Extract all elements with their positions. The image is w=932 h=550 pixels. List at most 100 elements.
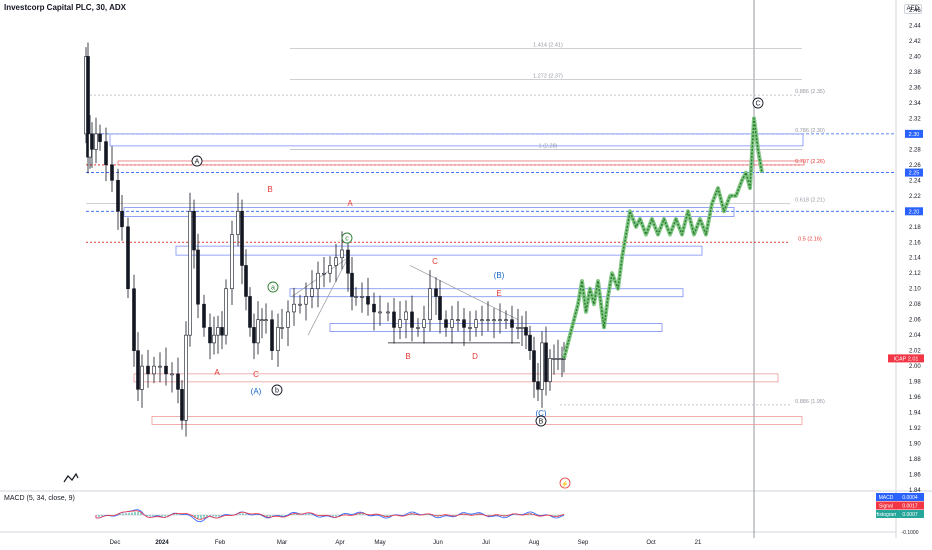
candle-body <box>354 296 358 298</box>
y-tick-label: 2.38 <box>909 70 921 76</box>
y-tick-label: 1.98 <box>909 380 921 386</box>
candle-body <box>548 358 552 382</box>
candle-body <box>378 311 382 314</box>
wave-label: b <box>275 388 279 395</box>
macd-badge-label-bg <box>876 510 896 518</box>
last-price-badge <box>888 354 924 363</box>
candle-body <box>116 180 120 212</box>
y-tick-label: 2.00 <box>909 364 921 370</box>
candle-body <box>208 327 212 344</box>
candle-body <box>136 350 140 390</box>
candle-body <box>468 327 472 329</box>
x-tick-label: Dec <box>110 540 121 546</box>
candle-body <box>264 319 268 321</box>
candle-body <box>410 311 414 328</box>
macd-badge-value: 0.0007 <box>902 512 918 518</box>
zone-rect <box>329 323 663 332</box>
y-tick-label: 1.84 <box>909 488 921 494</box>
logo-icon <box>63 472 79 483</box>
y-tick-label: 2.36 <box>909 85 921 91</box>
y-tick-label: 1.92 <box>909 426 921 432</box>
fib-level-label: 1.272 (2.37) <box>533 74 563 80</box>
macd-badge-value: 0.0004 <box>902 495 918 501</box>
y-tick-label: 2.12 <box>909 271 921 277</box>
candle-body <box>132 288 136 351</box>
fib-level-label: 0.5 (2.16) <box>798 236 822 242</box>
y-tick-label: 2.24 <box>909 178 921 184</box>
y-tick-label: 2.26 <box>909 163 921 169</box>
fib-level-label: 0.886 (2.35) <box>795 89 825 95</box>
wave-label: B <box>539 419 544 426</box>
candle-body <box>510 319 514 328</box>
price-level-badge <box>905 168 923 177</box>
zone-rect <box>289 288 684 298</box>
wave-label: C <box>755 101 760 108</box>
candle-body <box>292 303 296 313</box>
macd-badge-value-bg <box>896 510 924 518</box>
price-level-badge <box>905 129 923 138</box>
candle-body <box>170 373 174 376</box>
candle-body <box>192 210 196 251</box>
candle-body <box>286 311 290 328</box>
candle-body <box>202 303 206 328</box>
candle-body <box>164 365 168 375</box>
candle-body <box>230 234 234 290</box>
candle-body <box>520 327 524 329</box>
candle-body <box>220 327 224 336</box>
candle-body <box>158 365 162 368</box>
candle-body <box>516 327 520 329</box>
zone-rect <box>151 416 803 425</box>
price-level-badge-text: 2.25 <box>909 171 920 177</box>
macd-axis-label: -0.1000 <box>902 530 919 536</box>
candle-body <box>540 342 544 390</box>
candle-body <box>248 296 252 328</box>
candle-body <box>120 210 124 228</box>
wave-label-circle <box>535 415 547 427</box>
wave-label: B <box>267 185 272 194</box>
candle-body <box>498 319 502 321</box>
y-tick-label: 2.16 <box>909 240 921 246</box>
zone-rect <box>175 245 703 256</box>
wedge-line <box>291 257 349 297</box>
candle-body <box>304 296 308 305</box>
wave-label: (A) <box>251 387 262 396</box>
wave-label: E <box>496 289 501 298</box>
x-tick-label: Aug <box>529 540 540 546</box>
last-price-badge-text: ICAP 2.01 <box>894 356 919 362</box>
candle-body <box>146 365 150 375</box>
wave-label: A <box>214 368 220 377</box>
candle-body <box>298 303 302 306</box>
x-tick-label: Feb <box>215 540 226 546</box>
y-tick-label: 2.08 <box>909 302 921 308</box>
x-tick-label: Sep <box>578 540 589 546</box>
candle-body <box>462 319 466 328</box>
wave-label-circle <box>267 281 279 293</box>
y-tick-label: 2.44 <box>909 23 921 29</box>
candle-body <box>260 319 264 321</box>
y-tick-label: 2.22 <box>909 194 921 200</box>
candle-body <box>386 311 390 314</box>
macd-badge-label-bg <box>876 501 896 510</box>
wave-label: A <box>347 199 353 208</box>
currency-label[interactable]: AED <box>903 4 922 14</box>
candle-body <box>544 342 548 382</box>
projection-path-outline <box>562 116 764 359</box>
macd-badge-value: 0.0017 <box>902 504 918 510</box>
candle-body <box>216 327 220 336</box>
x-tick-label: 21 <box>695 540 702 546</box>
wave-label: (B) <box>494 271 505 280</box>
candle-body <box>184 334 188 421</box>
x-tick-label: Jul <box>482 540 490 546</box>
candle-body <box>110 164 114 181</box>
y-tick-label: 1.94 <box>909 411 921 417</box>
candle-body <box>140 365 144 390</box>
candle-body <box>256 319 260 344</box>
candle-body <box>372 303 376 313</box>
candle-body <box>316 272 320 290</box>
candle-body <box>528 334 532 351</box>
candle-body <box>180 389 184 421</box>
zone-rect <box>133 373 779 383</box>
y-tick-label: 2.32 <box>909 116 921 122</box>
macd-badge-value-bg <box>896 501 924 510</box>
